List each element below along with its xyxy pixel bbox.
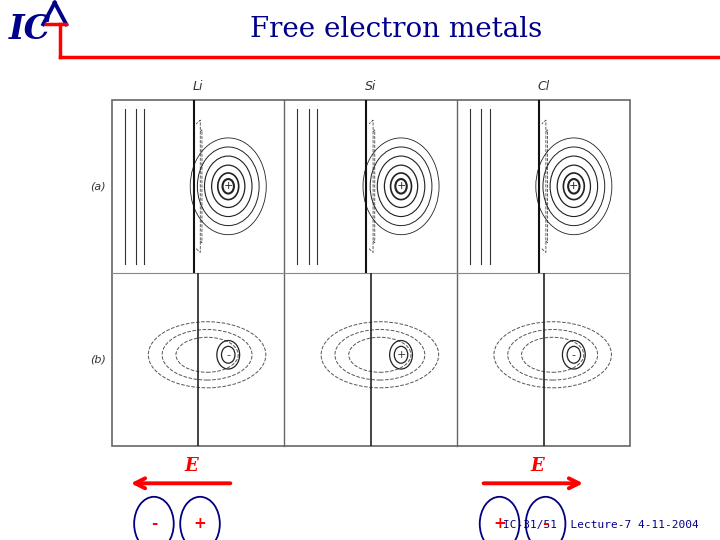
- Text: Free electron metals: Free electron metals: [250, 16, 542, 43]
- Text: -: -: [542, 516, 549, 531]
- Text: E: E: [184, 457, 198, 475]
- Text: +: +: [223, 181, 233, 191]
- Text: IC: IC: [9, 13, 51, 46]
- Text: +: +: [569, 181, 579, 191]
- Text: Cl: Cl: [537, 80, 550, 93]
- Text: +: +: [396, 181, 406, 191]
- Bar: [112, 100, 630, 446]
- Text: +: +: [493, 516, 506, 531]
- Text: (b): (b): [90, 354, 106, 364]
- Text: Si: Si: [365, 80, 377, 93]
- Text: Li: Li: [193, 80, 203, 93]
- Text: -: -: [150, 516, 157, 531]
- Text: (a): (a): [90, 181, 106, 191]
- Text: -: -: [572, 350, 576, 360]
- Text: +: +: [396, 350, 406, 360]
- Text: +: +: [194, 516, 207, 531]
- Text: E: E: [530, 457, 544, 475]
- Text: IC-31/51  Lecture-7 4-11-2004: IC-31/51 Lecture-7 4-11-2004: [503, 520, 698, 530]
- Text: -: -: [226, 350, 230, 360]
